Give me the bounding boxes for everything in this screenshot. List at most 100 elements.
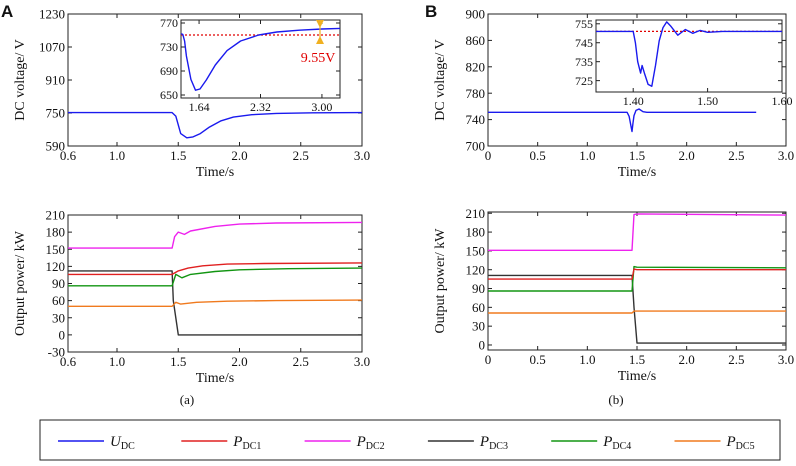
y-axis-label: Output power/ kW [433,228,448,334]
y-tick-label: 820 [466,59,486,74]
y-tick-label: 650 [160,88,178,102]
y-tick-label: 725 [575,74,593,88]
y-tick-label: 120 [466,262,486,277]
x-tick-label: 0.5 [530,352,546,367]
y-tick-label: 755 [575,17,593,31]
x-tick-label: 1.0 [579,352,595,367]
legend-label-PDC4: PDC4 [602,434,631,452]
y-tick-label: 690 [160,64,178,78]
series-line-UDC [68,111,362,139]
y-tick-label: 120 [46,259,66,274]
legend-box [39,419,781,461]
y-tick-label: 740 [466,112,486,127]
x-tick-label: 2.5 [293,354,309,369]
y-tick-label: 210 [466,206,486,221]
x-tick-label: 1.60 [772,94,793,108]
plots: 0.6 1.0 1.5 2.0 2.5 3.0 590 750 910 1070 1230 Time/… [13,7,794,386]
y-tick-label: 0 [59,327,66,342]
x-tick-label: 1.5 [170,148,186,163]
series-line-UDC [488,108,757,133]
series-line-UDC [596,21,782,88]
series-group [596,21,782,88]
y-axis-label: DC voltage/ V [433,39,448,120]
deviation-annotation: 9.55V [301,51,336,66]
x-tick-label: 1.5 [170,354,186,369]
caption-b: (b) [608,392,623,407]
panel-letter-b: B [425,2,437,21]
series-line-PDC2 [488,213,786,252]
legend-label-PDC3: PDC3 [479,434,508,452]
chart-a-power: 0.6 1.0 1.5 2.0 2.5 3.0 -30 0 30 60 90 120 150 180 210… [13,208,370,386]
legend: UDC PDC1 PDC2 PDC3 PDC4 PDC5 [39,419,781,461]
chart-a-voltage-inset: 1.64 2.32 3.00 650 690 730 770 9.55V [160,16,341,114]
x-axis-label: Time/s [196,165,234,180]
deviation-arrow-bottom [316,36,324,44]
series-line-PDC1 [488,268,786,280]
series-group [488,108,757,133]
x-tick-label: 1.64 [189,100,210,114]
series-line-PDC4 [68,267,362,287]
y-tick-label: 780 [466,86,486,101]
x-tick-label: 0.6 [60,148,77,163]
y-tick-label: 90 [52,276,65,291]
x-tick-label: 2.5 [728,352,744,367]
y-axis-label: Output power/ kW [13,230,28,336]
chart-b-power: 0 0.5 1.0 1.5 2.0 2.5 3.0 0 30 60 90 120 150 180 210 Ti… [433,206,794,384]
series-line-PDC1 [68,262,362,276]
plot-frame [180,19,341,99]
x-tick-label: 1.50 [697,94,718,108]
x-axis-label: Time/s [618,165,656,180]
x-tick-label: 1.5 [629,148,645,163]
series-group [488,213,786,344]
y-axis-label: DC voltage/ V [13,39,28,120]
legend-label-PDC2: PDC2 [356,434,385,452]
y-tick-label: 1070 [39,40,65,55]
x-tick-label: 0.5 [530,148,546,163]
x-tick-label: 1.0 [109,354,125,369]
x-tick-label: 0.6 [60,354,77,369]
y-tick-label: 180 [466,225,486,240]
y-tick-label: 770 [160,16,178,30]
plot-frame [487,211,787,351]
y-tick-label: 750 [46,106,66,121]
y-tick-label: 60 [472,300,485,315]
plot-frame [67,214,363,353]
legend-label-UDC: UDC [110,434,135,452]
x-tick-label: 1.40 [623,94,644,108]
y-tick-label: 0 [479,338,486,353]
legend-label-PDC5: PDC5 [726,434,755,452]
x-tick-label: 2.0 [231,148,247,163]
series-line-PDC3 [488,274,786,344]
series-group [68,221,362,336]
x-tick-label: 1.5 [629,352,645,367]
y-tick-label: 860 [466,33,486,48]
caption-a: (a) [180,392,194,407]
x-tick-label: 0 [485,352,492,367]
deviation-arrow-top [316,20,324,28]
x-tick-label: 3.0 [778,148,794,163]
y-tick-label: 90 [472,281,485,296]
x-tick-label: 1.0 [109,148,125,163]
x-tick-label: 3.00 [311,100,332,114]
x-tick-label: 3.0 [778,352,794,367]
series-line-PDC4 [488,265,786,292]
x-tick-label: 3.0 [354,354,370,369]
y-tick-label: 590 [46,139,66,154]
x-axis-label: Time/s [618,369,656,384]
y-tick-label: 180 [46,225,66,240]
y-tick-label: -30 [48,345,65,360]
series-line-PDC5 [68,299,362,307]
x-tick-label: 1.0 [579,148,595,163]
x-tick-label: 2.5 [728,148,744,163]
series-line-PDC2 [68,221,362,249]
y-tick-label: 910 [46,73,66,88]
legend-label-PDC1: PDC1 [232,434,261,452]
x-tick-label: 2.0 [231,354,247,369]
x-tick-label: 3.0 [354,148,370,163]
series-group [68,111,362,139]
x-tick-label: 2.0 [679,352,695,367]
chart-b-voltage-inset: 1.40 1.50 1.60 725 735 745 755 [575,17,793,108]
y-tick-label: 700 [466,139,486,154]
y-tick-label: 210 [46,208,66,223]
series-line-UDC [181,27,340,91]
